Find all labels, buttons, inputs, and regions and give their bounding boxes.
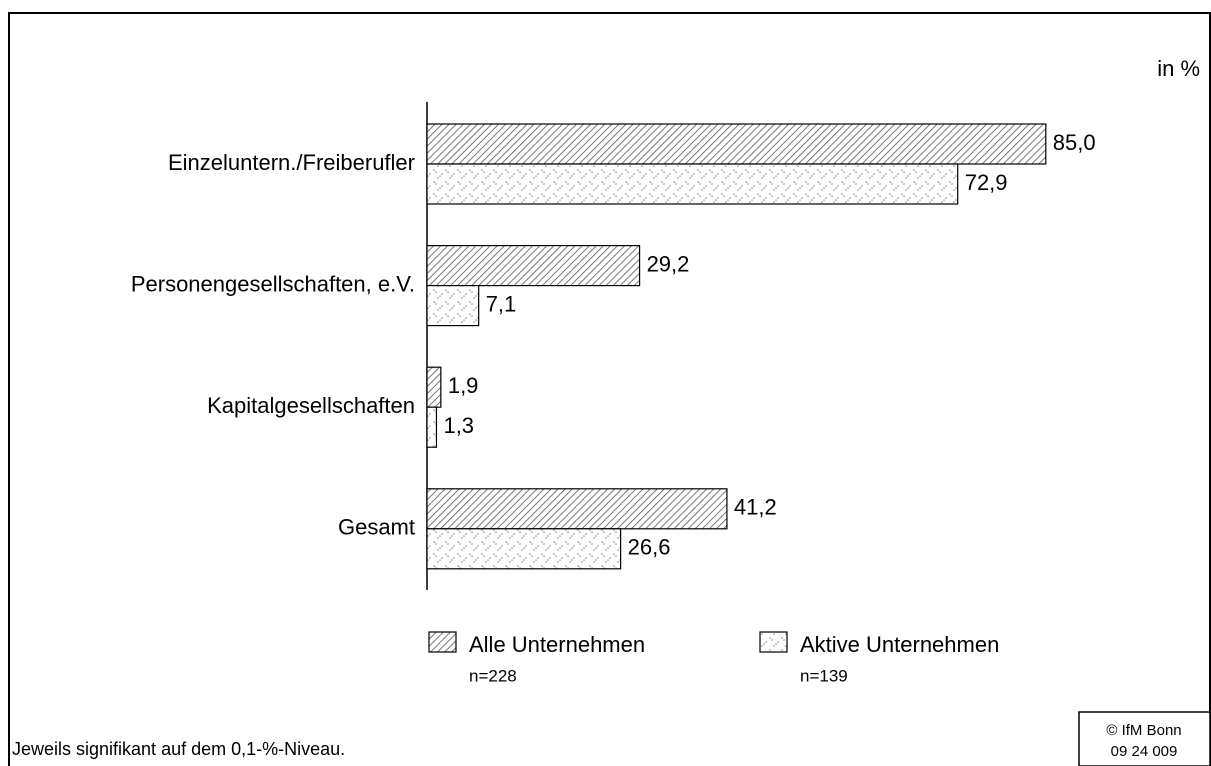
value-label: 41,2: [734, 495, 777, 520]
source-text: 09 24 009: [1111, 743, 1178, 760]
value-label: 1,3: [443, 413, 474, 438]
value-label: 26,6: [628, 535, 671, 560]
value-label: 7,1: [486, 291, 517, 316]
value-label: 1,9: [448, 373, 479, 398]
legend-note: n=228: [469, 666, 517, 685]
category-label: Kapitalgesellschaften: [207, 393, 415, 418]
source-text: © IfM Bonn: [1106, 722, 1181, 739]
legend-note: n=139: [800, 666, 848, 685]
legend-swatch: [759, 631, 788, 653]
source-box: [1078, 711, 1211, 766]
frame: [8, 12, 1211, 766]
bar: [426, 528, 622, 570]
bar: [426, 366, 442, 408]
value-label: 72,9: [965, 170, 1008, 195]
bar: [426, 123, 1047, 165]
value-label: 29,2: [647, 251, 690, 276]
bar: [426, 163, 959, 205]
legend-label: Aktive Unternehmen: [800, 632, 999, 657]
unit-label: in %: [1157, 56, 1200, 81]
category-label: Einzeluntern./Freiberufler: [168, 150, 415, 175]
bar: [426, 406, 438, 448]
legend-label: Alle Unternehmen: [469, 632, 645, 657]
bar: [426, 285, 480, 327]
bar: [426, 488, 728, 530]
legend-swatch: [428, 631, 457, 653]
category-label: Personengesellschaften, e.V.: [131, 271, 415, 296]
value-label: 85,0: [1053, 130, 1096, 155]
category-label: Gesamt: [338, 515, 415, 540]
footnote: Jeweils signifikant auf dem 0,1-%-Niveau…: [12, 739, 345, 759]
bar: [426, 245, 641, 287]
